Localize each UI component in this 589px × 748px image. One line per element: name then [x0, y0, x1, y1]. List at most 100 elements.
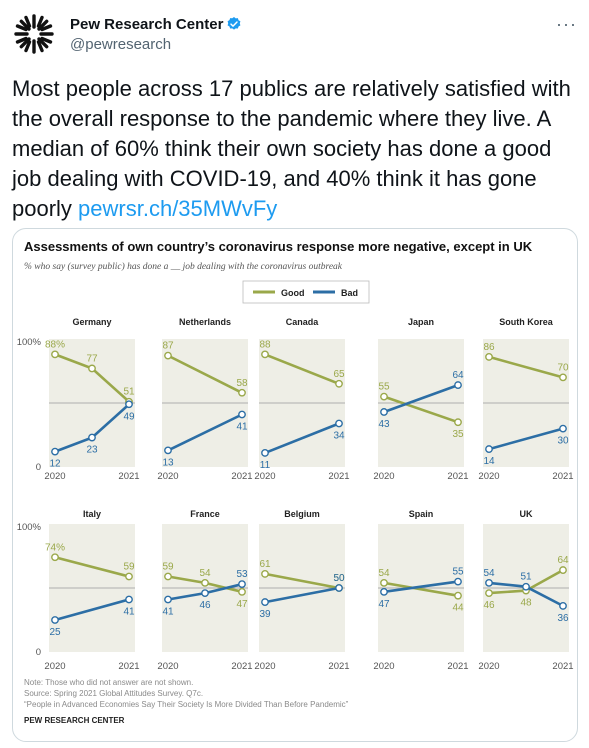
- legend-good-label: Good: [281, 288, 305, 298]
- bad-point: [201, 589, 209, 598]
- x-axis-end-label: 2021: [447, 471, 468, 482]
- panel-japan: Japan 2020 2021 55 35 43 64: [373, 317, 468, 482]
- legend-box: [242, 280, 370, 304]
- pew-logo-icon[interactable]: [12, 12, 56, 56]
- chart-report-title: “People in Advanced Economies Say Their …: [24, 700, 349, 709]
- chart-subtitle: % who say (survey public) has done a __ …: [24, 261, 343, 272]
- tweet-header: Pew Research Center @pewresearch ···: [12, 10, 577, 58]
- chart-note: Note: Those who did not answer are not s…: [24, 678, 193, 687]
- country-label: Japan: [408, 317, 434, 327]
- good-point: [261, 350, 269, 359]
- bad-point: [485, 578, 493, 587]
- country-label: UK: [520, 509, 533, 519]
- bad-value-label: 41: [123, 607, 135, 618]
- x-axis-end-label: 2021: [328, 661, 349, 672]
- country-label: Netherlands: [179, 317, 231, 327]
- bad-value-label: 47: [378, 599, 390, 610]
- good-value-label: 58: [236, 378, 248, 389]
- x-axis-end-label: 2021: [118, 661, 139, 672]
- bad-point: [125, 400, 133, 409]
- bad-value-label: 34: [333, 430, 345, 441]
- bad-value-label: 64: [452, 370, 464, 381]
- good-value-label: 35: [452, 429, 464, 440]
- x-axis-end-label: 2021: [328, 471, 349, 482]
- good-value-label: 87: [162, 341, 174, 352]
- good-series-line: [264, 572, 340, 590]
- bad-point: [522, 582, 530, 591]
- bad-point: [380, 587, 388, 596]
- good-point: [164, 351, 172, 360]
- country-label: Spain: [409, 509, 434, 519]
- x-axis-start-label: 2020: [254, 661, 275, 672]
- good-point: [559, 566, 567, 574]
- good-series-line: [264, 353, 340, 386]
- bad-point: [261, 449, 269, 457]
- x-axis-end-label: 2021: [231, 661, 252, 672]
- x-axis-start-label: 2020: [373, 471, 394, 482]
- good-value-label: 54: [378, 568, 390, 579]
- bad-value-label: 12: [49, 459, 61, 470]
- good-point: [485, 589, 493, 598]
- good-point: [261, 570, 269, 578]
- bad-point: [559, 424, 567, 433]
- chart-image-card[interactable]: Assessments of own country’s coronavirus…: [12, 228, 578, 742]
- bad-point: [238, 580, 246, 589]
- good-point: [164, 572, 172, 581]
- good-series-line: [383, 581, 459, 597]
- bad-point: [125, 595, 133, 604]
- legend: Good Bad: [242, 280, 370, 304]
- bad-value-label: 54: [483, 568, 495, 579]
- good-point: [380, 578, 388, 587]
- good-value-label: 64: [557, 555, 569, 566]
- good-point: [51, 350, 59, 359]
- x-axis-end-label: 2021: [552, 471, 573, 482]
- country-label: Italy: [83, 509, 101, 519]
- bad-value-label: 23: [86, 445, 98, 456]
- good-value-label: 88: [259, 339, 271, 350]
- chart-source: Source: Spring 2021 Global Attitudes Sur…: [24, 689, 203, 698]
- panel-france: France 2020 2021 59 54 47 41 46 53: [157, 509, 252, 672]
- bad-value-label: 36: [557, 613, 569, 624]
- author-name[interactable]: Pew Research Center: [70, 16, 242, 33]
- bad-point: [454, 577, 462, 586]
- tweet-link[interactable]: pewrsr.ch/35MWvFy: [78, 196, 278, 221]
- bad-series-line: [264, 586, 340, 604]
- bad-value-label: 53: [236, 569, 248, 580]
- x-axis-start-label: 2020: [44, 661, 65, 672]
- panel-spain: Spain 2020 2021 54 44 47 55: [373, 509, 468, 672]
- good-point: [88, 364, 96, 373]
- good-value-label: 59: [162, 561, 174, 572]
- country-label: Canada: [286, 317, 320, 327]
- more-options-icon[interactable]: ···: [556, 14, 577, 34]
- y-axis-bottom-label: 0: [36, 462, 41, 473]
- chart-title: Assessments of own country’s coronavirus…: [24, 239, 533, 254]
- country-label: Belgium: [284, 509, 320, 519]
- bad-value-label: 25: [49, 627, 61, 638]
- bad-value-label: 46: [199, 600, 211, 611]
- x-axis-start-label: 2020: [254, 471, 275, 482]
- good-value-label: 55: [378, 382, 390, 393]
- x-axis-start-label: 2020: [373, 661, 394, 672]
- chart: Assessments of own country’s coronavirus…: [17, 239, 574, 725]
- x-axis-start-label: 2020: [157, 471, 178, 482]
- author-name-text[interactable]: Pew Research Center: [70, 16, 224, 33]
- author-handle[interactable]: @pewresearch: [70, 36, 172, 53]
- bad-series-line: [54, 598, 130, 622]
- bad-point: [51, 616, 59, 624]
- x-axis-start-label: 2020: [157, 661, 178, 672]
- tweet-body: Most people across 17 publics are relati…: [12, 76, 571, 221]
- bad-point: [454, 381, 462, 389]
- bad-point: [164, 446, 172, 455]
- country-label: France: [190, 509, 220, 519]
- good-value-label: 54: [199, 568, 211, 579]
- bad-value-label: 50: [333, 573, 345, 584]
- chart-org: PEW RESEARCH CENTER: [24, 716, 125, 725]
- bad-value-label: 51: [520, 572, 532, 583]
- good-point: [454, 418, 462, 427]
- y-axis-top-label: 100%: [17, 337, 42, 348]
- good-value-label: 46: [483, 600, 495, 611]
- good-value-label: 50: [333, 573, 345, 584]
- x-axis-start-label: 2020: [44, 471, 65, 482]
- panel-uk: UK 2020 2021 46 48 64 54 51 36: [478, 509, 573, 672]
